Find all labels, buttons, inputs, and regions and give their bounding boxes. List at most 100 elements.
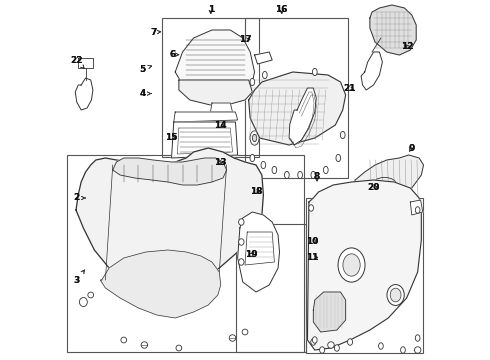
Circle shape	[229, 335, 236, 341]
Text: 1: 1	[208, 4, 214, 14]
Text: 16: 16	[275, 4, 288, 14]
Text: 19: 19	[245, 251, 258, 259]
Ellipse shape	[416, 207, 420, 213]
Text: 14: 14	[214, 122, 227, 130]
Text: 12: 12	[401, 42, 414, 51]
Ellipse shape	[338, 248, 365, 282]
Ellipse shape	[250, 154, 255, 162]
Text: 6: 6	[169, 50, 179, 59]
Circle shape	[328, 342, 334, 348]
Text: 14: 14	[214, 122, 227, 130]
Text: 2: 2	[74, 194, 85, 202]
Text: 7: 7	[150, 28, 161, 37]
Circle shape	[88, 292, 94, 298]
Ellipse shape	[334, 345, 340, 351]
Ellipse shape	[261, 161, 266, 168]
Text: 5: 5	[139, 65, 151, 74]
Polygon shape	[248, 72, 345, 145]
Polygon shape	[211, 103, 233, 112]
Ellipse shape	[309, 205, 314, 211]
Bar	[245, 18, 348, 178]
Bar	[67, 155, 304, 352]
Ellipse shape	[336, 154, 341, 162]
Polygon shape	[307, 180, 421, 350]
Ellipse shape	[250, 131, 259, 145]
Text: 4: 4	[139, 89, 151, 98]
Ellipse shape	[343, 254, 360, 276]
Ellipse shape	[341, 131, 345, 139]
Text: 22: 22	[70, 56, 84, 68]
Ellipse shape	[323, 166, 328, 174]
Text: 13: 13	[214, 158, 226, 167]
Ellipse shape	[401, 347, 405, 353]
Polygon shape	[254, 52, 272, 64]
Text: 17: 17	[240, 35, 252, 44]
Text: 18: 18	[249, 187, 262, 196]
Text: 22: 22	[70, 56, 84, 68]
Ellipse shape	[298, 171, 302, 179]
Text: 15: 15	[165, 133, 177, 142]
Circle shape	[242, 329, 248, 335]
Polygon shape	[289, 88, 316, 145]
Polygon shape	[208, 205, 228, 225]
Bar	[162, 18, 259, 157]
Text: 3: 3	[74, 270, 84, 285]
Polygon shape	[238, 212, 279, 292]
Polygon shape	[370, 5, 416, 55]
Text: 7: 7	[150, 28, 161, 37]
Polygon shape	[179, 80, 252, 105]
Ellipse shape	[313, 68, 317, 76]
Ellipse shape	[250, 78, 255, 86]
Polygon shape	[113, 158, 227, 185]
Polygon shape	[75, 78, 93, 110]
Text: 11: 11	[306, 253, 319, 262]
Circle shape	[121, 337, 126, 343]
Ellipse shape	[313, 337, 317, 343]
Text: 21: 21	[343, 84, 356, 93]
Ellipse shape	[252, 134, 257, 141]
Ellipse shape	[239, 219, 244, 225]
Text: 20: 20	[368, 183, 380, 192]
Ellipse shape	[263, 71, 267, 78]
Polygon shape	[175, 30, 254, 92]
Text: 13: 13	[214, 158, 226, 167]
Text: 6: 6	[169, 50, 179, 59]
Ellipse shape	[311, 339, 316, 345]
Ellipse shape	[379, 343, 383, 349]
Text: 16: 16	[275, 4, 288, 14]
Text: 2: 2	[74, 194, 85, 202]
Text: 3: 3	[74, 270, 84, 285]
Text: 12: 12	[401, 42, 414, 51]
Polygon shape	[76, 148, 263, 295]
Text: 19: 19	[245, 251, 258, 259]
Ellipse shape	[272, 166, 277, 174]
Ellipse shape	[248, 207, 255, 216]
Ellipse shape	[347, 339, 353, 345]
Circle shape	[141, 342, 147, 348]
Ellipse shape	[79, 297, 87, 306]
Text: 9: 9	[408, 144, 415, 153]
Polygon shape	[313, 292, 345, 332]
Text: 9: 9	[408, 144, 415, 153]
Text: 18: 18	[249, 187, 262, 196]
Ellipse shape	[285, 171, 289, 179]
Ellipse shape	[390, 288, 401, 302]
Polygon shape	[233, 205, 250, 217]
Text: 8: 8	[314, 172, 320, 181]
Text: 11: 11	[306, 253, 319, 262]
Text: 5: 5	[139, 65, 151, 74]
Circle shape	[264, 252, 270, 258]
Polygon shape	[344, 155, 423, 212]
Circle shape	[415, 347, 421, 353]
Text: 10: 10	[306, 237, 319, 246]
Text: 17: 17	[240, 35, 252, 44]
Text: 21: 21	[343, 84, 356, 93]
Polygon shape	[174, 112, 238, 122]
Polygon shape	[100, 250, 221, 318]
Polygon shape	[410, 200, 423, 215]
Ellipse shape	[416, 335, 420, 341]
Polygon shape	[361, 52, 382, 90]
Ellipse shape	[387, 284, 404, 305]
Ellipse shape	[239, 259, 244, 265]
Polygon shape	[172, 122, 238, 158]
